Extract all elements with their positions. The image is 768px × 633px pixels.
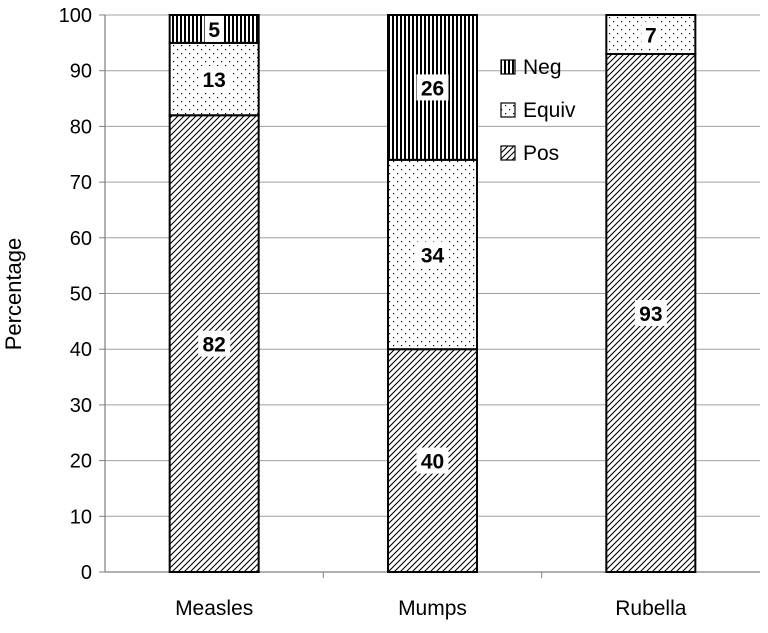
legend-swatch-equiv [500, 102, 516, 118]
y-tick-label: 70 [70, 172, 92, 194]
data-label: 7 [645, 24, 657, 47]
legend-label: Equiv [523, 99, 576, 122]
x-category-label: Rubella [615, 597, 687, 620]
data-label: 82 [202, 334, 225, 357]
y-tick-label: 100 [59, 5, 92, 27]
data-label: 26 [421, 77, 444, 100]
y-tick-label: 80 [70, 116, 92, 138]
data-label-background [198, 330, 231, 357]
legend-label: Neg [523, 56, 562, 79]
data-label: 34 [421, 245, 445, 268]
data-labels: 82 13 5 40 34 26 93 7 [198, 15, 667, 474]
data-label-background [641, 21, 661, 48]
data-label-background [198, 66, 231, 93]
data-label-background [416, 241, 449, 268]
legend-swatch-neg [500, 59, 516, 75]
y-tick-label: 0 [81, 562, 92, 584]
y-tick-label: 60 [70, 228, 92, 250]
axes: 0 10 20 30 40 50 60 70 80 90 100 Measles Mumps Rubell… [59, 5, 760, 620]
data-label-background [204, 15, 224, 42]
y-tick-label: 90 [70, 61, 92, 83]
data-label-background [634, 299, 667, 326]
y-tick-label: 40 [70, 339, 92, 361]
data-label: 93 [639, 303, 662, 326]
x-category-label: Measles [175, 597, 253, 620]
y-axis-title: Percentage [1, 238, 26, 351]
data-label: 13 [202, 69, 225, 92]
data-label-background [416, 447, 449, 474]
data-label: 5 [208, 19, 220, 42]
y-tick-label: 10 [70, 506, 92, 528]
y-tick-label: 50 [70, 284, 92, 306]
y-tick-label: 20 [70, 451, 92, 473]
x-category-label: Mumps [398, 597, 467, 620]
legend: Neg Equiv Pos [500, 56, 576, 165]
legend-swatch-pos [500, 145, 516, 161]
data-label-background [416, 74, 449, 101]
y-tick-label: 30 [70, 395, 92, 417]
legend-label: Pos [523, 142, 559, 165]
data-label: 40 [421, 451, 444, 474]
